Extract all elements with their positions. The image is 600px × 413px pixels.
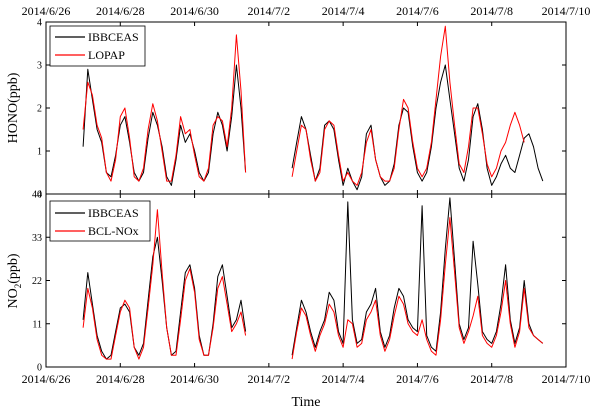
hono-legend-label-ibbceas: IBBCEAS xyxy=(88,30,139,44)
no2-y-ticks: 0 11 22 33 44 xyxy=(32,190,566,374)
x-axis-title: Time xyxy=(291,395,320,410)
no2-y-axis-title: NO2(ppb) xyxy=(6,253,23,308)
hono-y-tick-label: 0 xyxy=(37,190,42,201)
hono-x-tick-label: 2014/7/2 xyxy=(248,4,291,18)
no2-legend-label-ibbceas: IBBCEAS xyxy=(88,206,139,220)
no2-x-tick-label: 2014/7/4 xyxy=(322,372,365,386)
hono-y-tick-label: 2 xyxy=(37,104,42,115)
no2-y-tick-label: 33 xyxy=(32,233,42,244)
hono-y-tick-label: 3 xyxy=(37,61,42,72)
no2-x-tick-label: 2014/6/28 xyxy=(96,372,145,386)
hono-y-tick-label: 4 xyxy=(37,18,42,29)
hono-x-tick-label: 2014/6/30 xyxy=(170,4,219,18)
hono-legend-box xyxy=(49,25,146,67)
no2-y-tick-label: 44 xyxy=(32,190,42,201)
hono-legend: IBBCEAS LOPAP xyxy=(49,25,146,67)
no2-series xyxy=(82,197,544,360)
no2-x-ticks: 2014/6/26 2014/6/28 2014/6/30 2014/7/2 2014/… xyxy=(22,194,591,386)
hono-y-axis-title: HONO(ppb) xyxy=(6,72,21,143)
hono-y-tick-label: 1 xyxy=(37,147,42,158)
hono-series xyxy=(82,25,544,191)
no2-y-tick-label: 11 xyxy=(32,319,42,330)
no2-x-tick-label: 2014/7/2 xyxy=(248,372,291,386)
hono-y-ticks: 0 1 2 3 4 xyxy=(37,18,566,201)
no2-y-tick-label: 22 xyxy=(32,276,42,287)
no2-legend-label-bclnox: BCL-NOx xyxy=(88,224,139,238)
hono-series-lopap xyxy=(82,25,525,186)
no2-legend: IBBCEAS BCL-NOx xyxy=(49,200,151,242)
hono-x-tick-label: 2014/6/28 xyxy=(96,4,145,18)
hono-series-ibbceas xyxy=(82,64,544,191)
hono-x-tick-label: 2014/7/10 xyxy=(542,4,591,18)
hono-x-tick-label: 2014/6/26 xyxy=(22,4,71,18)
no2-series-ibbceas xyxy=(82,197,544,360)
hono-legend-label-lopap: LOPAP xyxy=(88,48,125,62)
hono-panel: 2014/6/26 2014/6/28 2014/6/30 2014/7/2 2014/… xyxy=(6,4,590,201)
no2-x-tick-label: 2014/7/6 xyxy=(396,372,439,386)
hono-x-tick-label: 2014/7/6 xyxy=(396,4,439,18)
no2-series-bcl-nox xyxy=(82,209,544,360)
no2-legend-box xyxy=(49,200,151,242)
no2-y-axis-title-unit: (ppb) xyxy=(6,253,21,284)
no2-panel: 2014/6/26 2014/6/28 2014/6/30 2014/7/2 2014/… xyxy=(6,190,590,387)
no2-y-tick-label: 0 xyxy=(37,363,42,374)
hono-x-tick-label: 2014/7/4 xyxy=(322,4,365,18)
no2-x-tick-label: 2014/6/26 xyxy=(22,372,71,386)
hono-x-tick-label: 2014/7/8 xyxy=(470,4,513,18)
hono-x-ticks: 2014/6/26 2014/6/28 2014/6/30 2014/7/2 2014/… xyxy=(22,4,591,194)
no2-x-tick-label: 2014/6/30 xyxy=(170,372,219,386)
no2-x-tick-label: 2014/7/10 xyxy=(542,372,591,386)
no2-y-axis-title-subscript: 2 xyxy=(13,284,23,289)
no2-y-axis-title-main: NO xyxy=(6,288,21,308)
no2-x-tick-label: 2014/7/8 xyxy=(470,372,513,386)
